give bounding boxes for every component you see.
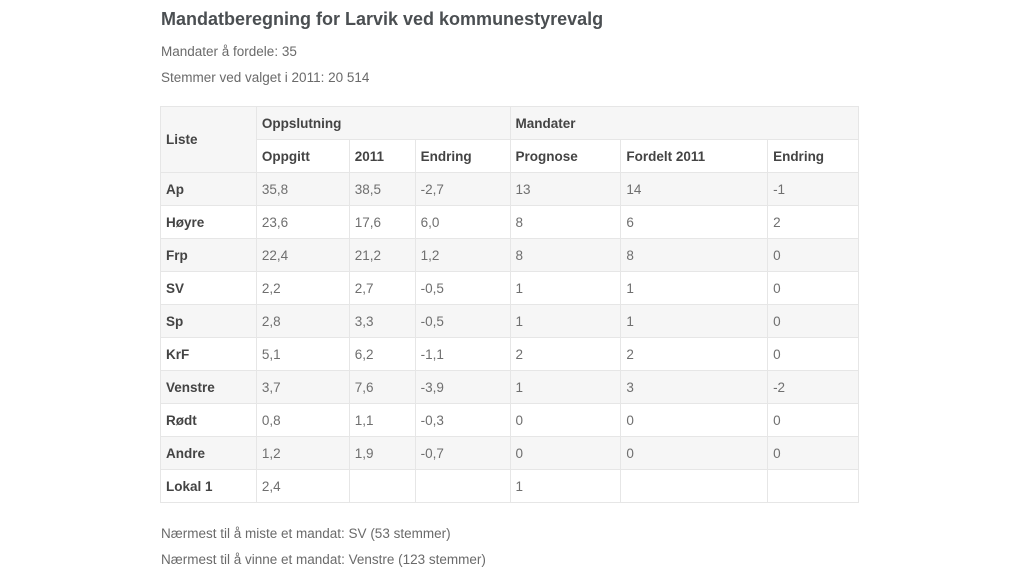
header-mandater: Mandater [509,106,859,140]
table-header-row: Liste Oppslutning Mandater [160,106,859,173]
closest-to-lose-seat: Nærmest til å miste et mandat: SV (53 st… [161,526,451,541]
party-name: Andre [160,436,257,470]
support-oppgitt: 2,8 [255,304,350,338]
seats-forecast: 0 [509,436,622,470]
table-subheader-row: Oppgitt 2011 Endring Prognose Fordelt 20… [161,139,859,173]
subheader-fordelt-2011: Fordelt 2011 [620,139,769,173]
seats-2011: 6 [620,205,769,239]
seats-change: 0 [767,436,859,470]
support-oppgitt: 5,1 [255,337,350,371]
table-row: Sp 2,8 3,3 -0,5 1 1 0 [160,304,859,338]
support-change: 1,2 [414,238,511,272]
seats-2011: 2 [620,337,769,371]
seats-change: 0 [767,238,859,272]
closest-to-win-seat: Nærmest til å vinne et mandat: Venstre (… [161,552,486,567]
seats-2011: 8 [620,238,769,272]
support-change: -1,1 [414,337,511,371]
seats-change: 2 [767,205,859,239]
support-2011: 21,2 [348,238,416,272]
seats-2011: 14 [620,172,769,206]
support-oppgitt: 22,4 [255,238,350,272]
seats-change: 0 [767,304,859,338]
seats-forecast: 0 [509,403,622,437]
support-2011: 7,6 [348,370,416,404]
support-2011: 6,2 [348,337,416,371]
seats-2011: 1 [620,271,769,305]
header-oppslutning: Oppslutning [255,106,511,140]
seats-change: -2 [767,370,859,404]
seats-2011: 0 [620,403,769,437]
support-oppgitt: 1,2 [255,436,350,470]
support-2011: 1,1 [348,403,416,437]
votes-2011: Stemmer ved valget i 2011: 20 514 [161,70,370,85]
seats-change: 0 [767,271,859,305]
support-change [414,469,511,503]
table-row: Frp 22,4 21,2 1,2 8 8 0 [160,238,859,272]
seats-2011: 0 [620,436,769,470]
table-row: KrF 5,1 6,2 -1,1 2 2 0 [160,337,859,371]
seats-change [767,469,859,503]
seat-calculation-table: Liste Oppslutning Mandater Oppgitt 2011 … [160,106,859,503]
table-row: Ap 35,8 38,5 -2,7 13 14 -1 [160,172,859,206]
support-2011: 2,7 [348,271,416,305]
party-name: Venstre [160,370,257,404]
table-row: Rødt 0,8 1,1 -0,3 0 0 0 [160,403,859,437]
support-oppgitt: 2,2 [255,271,350,305]
support-2011: 3,3 [348,304,416,338]
header-liste: Liste [160,106,257,173]
seats-change: -1 [767,172,859,206]
seats-forecast: 1 [509,469,622,503]
table-row: Høyre 23,6 17,6 6,0 8 6 2 [160,205,859,239]
seats-2011: 1 [620,304,769,338]
seats-2011 [620,469,769,503]
seats-2011: 3 [620,370,769,404]
table-row: Venstre 3,7 7,6 -3,9 1 3 -2 [160,370,859,404]
support-oppgitt: 23,6 [255,205,350,239]
support-change: 6,0 [414,205,511,239]
support-2011 [348,469,416,503]
subheader-oppgitt: Oppgitt [255,139,350,173]
support-change: -0,7 [414,436,511,470]
seats-forecast: 8 [509,238,622,272]
support-oppgitt: 35,8 [255,172,350,206]
table-row: SV 2,2 2,7 -0,5 1 1 0 [160,271,859,305]
seats-change: 0 [767,337,859,371]
subheader-endring-support: Endring [414,139,511,173]
subheader-2011: 2011 [348,139,416,173]
support-change: -0,5 [414,304,511,338]
seats-forecast: 13 [509,172,622,206]
seats-forecast: 1 [509,304,622,338]
subheader-prognose: Prognose [509,139,622,173]
party-name: Rødt [160,403,257,437]
party-name: SV [160,271,257,305]
party-name: Sp [160,304,257,338]
seats-forecast: 1 [509,271,622,305]
support-change: -3,9 [414,370,511,404]
seats-to-distribute: Mandater å fordele: 35 [161,44,297,59]
party-name: Ap [160,172,257,206]
seats-forecast: 8 [509,205,622,239]
support-2011: 38,5 [348,172,416,206]
support-2011: 1,9 [348,436,416,470]
support-2011: 17,6 [348,205,416,239]
support-oppgitt: 3,7 [255,370,350,404]
table-row: Lokal 1 2,4 1 [160,469,859,503]
table-row: Andre 1,2 1,9 -0,7 0 0 0 [160,436,859,470]
page-title: Mandatberegning for Larvik ved kommunest… [161,9,604,29]
support-oppgitt: 0,8 [255,403,350,437]
subheader-endring-seats: Endring [767,139,859,173]
seats-forecast: 1 [509,370,622,404]
support-change: -0,3 [414,403,511,437]
party-name: KrF [160,337,257,371]
support-change: -2,7 [414,172,511,206]
support-change: -0,5 [414,271,511,305]
party-name: Høyre [160,205,257,239]
support-oppgitt: 2,4 [255,469,350,503]
party-name: Frp [160,238,257,272]
seats-change: 0 [767,403,859,437]
party-name: Lokal 1 [160,469,257,503]
seats-forecast: 2 [509,337,622,371]
